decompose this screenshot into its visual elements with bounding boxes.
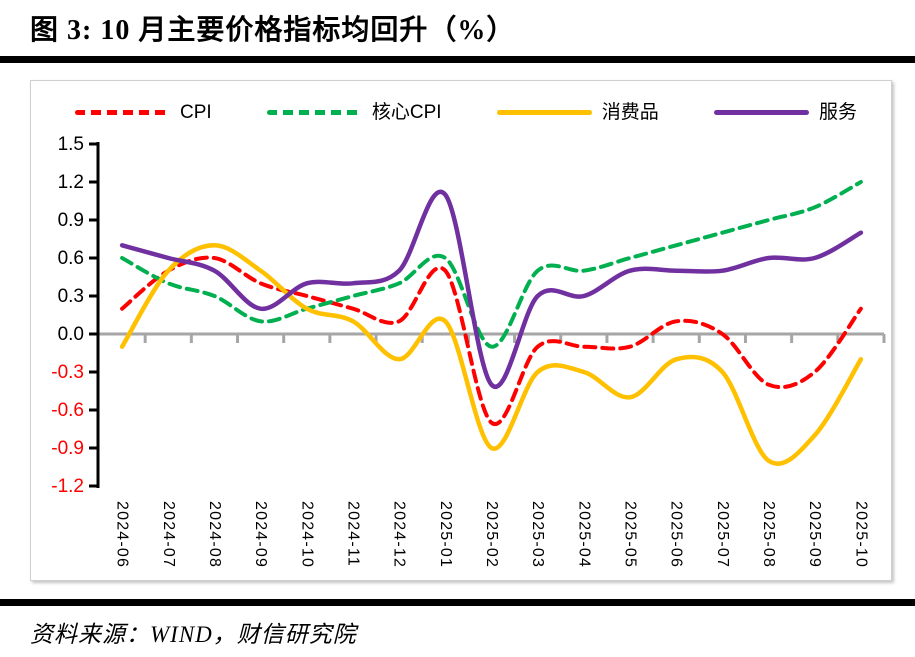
legend-line-swatch — [496, 109, 592, 115]
legend-item-cpi: CPI — [75, 103, 212, 122]
x-axis-tick-label: 2024-10 — [298, 501, 315, 568]
legend-label: 服务 — [818, 101, 857, 123]
x-axis-tick-label: 2025-08 — [760, 501, 777, 568]
chart-legend: CPI 核心CPI 消费品 服务 — [75, 99, 857, 125]
footer-divider-rule — [0, 599, 915, 606]
x-axis-tick-label: 2025-07 — [714, 501, 731, 568]
x-axis-tick-label: 2025-09 — [806, 501, 823, 568]
x-axis-tick-label: 2024-12 — [391, 501, 408, 568]
series-core-cpi-line — [120, 180, 863, 349]
legend-item-core-cpi: 核心CPI — [266, 101, 442, 123]
y-axis-tick-label: -0.3 — [51, 362, 84, 383]
y-axis-tick-label: 0.0 — [58, 324, 84, 345]
y-axis-tick-label: -0.6 — [51, 400, 84, 421]
x-axis-tick-label: 2025-02 — [483, 501, 500, 568]
x-axis-tick-label: 2024-11 — [344, 501, 361, 567]
legend-item-consumer-goods: 消费品 — [496, 101, 659, 123]
series-services-line — [119, 189, 864, 390]
legend-label: CPI — [180, 101, 212, 123]
y-axis-tick-label: 1.2 — [58, 172, 84, 193]
data-source-note: 资料来源：WIND，财信研究院 — [30, 622, 357, 647]
series-consumer-goods-line — [119, 243, 864, 466]
legend-line-swatch — [266, 109, 362, 115]
y-axis-tick-label: -0.9 — [51, 438, 84, 459]
x-axis-tick-label: 2025-10 — [852, 501, 869, 568]
x-axis-tick-label: 2025-04 — [575, 501, 592, 568]
x-axis-tick-label: 2024-07 — [160, 501, 177, 568]
legend-label: 核心CPI — [371, 101, 442, 123]
x-axis-tick-label: 2024-09 — [252, 501, 269, 568]
x-axis-tick-label: 2024-06 — [114, 501, 131, 568]
x-axis-tick-label: 2025-05 — [622, 501, 639, 568]
y-axis-tick-label: -1.2 — [51, 476, 84, 497]
title-divider-rule — [0, 56, 915, 63]
y-axis-tick-label: 0.9 — [58, 210, 84, 231]
line-chart-plot: 1.5 1.2 0.9 0.6 0.3 0.0 -0.3 -0.6 -0.9 -1.2 2024-0… — [51, 134, 886, 568]
legend-line-swatch — [75, 109, 170, 115]
legend-line-swatch — [713, 109, 809, 115]
y-axis-tick-label: 0.3 — [58, 286, 84, 307]
x-axis-tick-label: 2025-01 — [437, 501, 454, 568]
legend-label: 消费品 — [601, 101, 659, 123]
y-axis-tick-label: 1.5 — [58, 134, 84, 155]
x-axis-tick-label: 2025-06 — [668, 501, 685, 568]
legend-item-services: 服务 — [713, 101, 857, 123]
figure-title: 图 3: 10 月主要价格指标均回升（%） — [30, 15, 516, 46]
chart-container: CPI 核心CPI 消费品 服务 1.5 1.2 0.9 0.6 0.3 0.0 -0.3 -0.6… — [30, 80, 892, 581]
x-axis-tick-label: 2025-03 — [529, 501, 546, 568]
series-cpi-line — [120, 255, 863, 427]
x-axis-tick-label: 2024-08 — [206, 501, 223, 568]
y-axis-tick-label: 0.6 — [58, 248, 84, 269]
